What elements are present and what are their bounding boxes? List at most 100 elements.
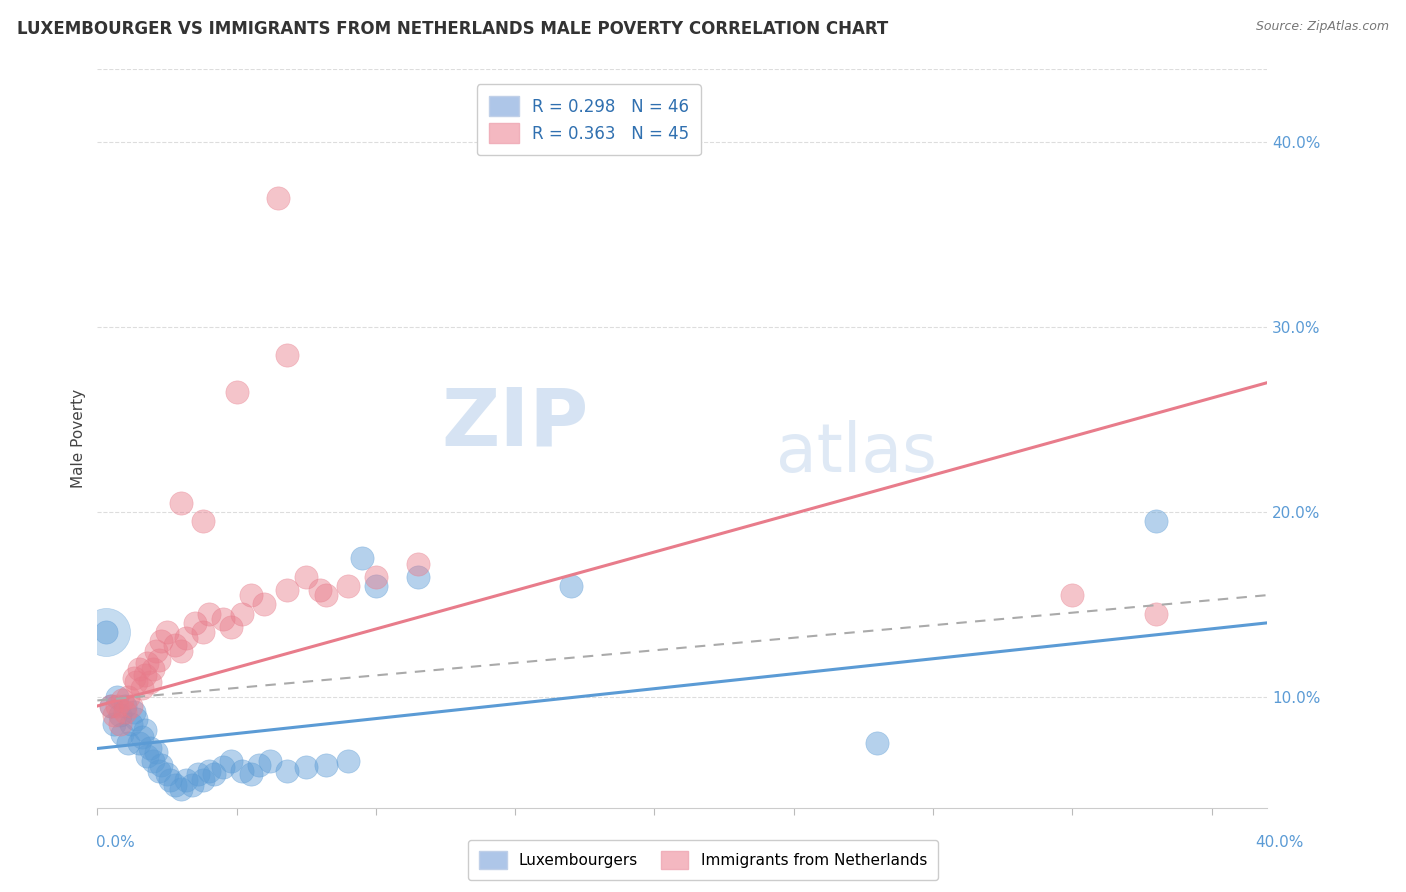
Point [148, 764, 170, 778]
Point [108, 717, 131, 731]
Point [239, 588, 262, 602]
Point [131, 731, 153, 745]
Point [276, 764, 298, 778]
Point [125, 712, 148, 726]
Point [267, 191, 290, 205]
Point [125, 675, 148, 690]
Point [117, 736, 139, 750]
Point [131, 681, 153, 695]
Point [108, 708, 131, 723]
Point [231, 764, 253, 778]
Point [225, 384, 247, 399]
Point [176, 631, 198, 645]
Point [100, 698, 122, 713]
Point [184, 615, 207, 630]
Point [94, 625, 117, 640]
Legend: R = 0.298   N = 46, R = 0.363   N = 45: R = 0.298 N = 46, R = 0.363 N = 45 [477, 84, 700, 155]
Point [187, 767, 209, 781]
Point [139, 741, 162, 756]
Point [142, 755, 165, 769]
Point [165, 638, 187, 652]
Point [145, 745, 167, 759]
Point [111, 727, 134, 741]
Point [247, 758, 270, 772]
Point [1062, 588, 1084, 602]
Point [231, 607, 253, 621]
Text: 0.0%: 0.0% [96, 836, 135, 850]
Point [156, 767, 179, 781]
Point [145, 643, 167, 657]
Point [150, 758, 173, 772]
Point [142, 662, 165, 676]
Point [176, 772, 198, 787]
Point [181, 779, 204, 793]
Point [211, 612, 233, 626]
Point [128, 662, 150, 676]
Point [193, 514, 215, 528]
Point [239, 767, 262, 781]
Point [114, 705, 136, 719]
Point [202, 767, 225, 781]
Point [105, 690, 128, 704]
Point [350, 551, 373, 566]
Text: Source: ZipAtlas.com: Source: ZipAtlas.com [1256, 20, 1389, 33]
Point [156, 625, 179, 640]
Point [364, 579, 387, 593]
Point [111, 693, 134, 707]
Point [122, 705, 145, 719]
Point [103, 708, 125, 723]
Point [94, 625, 117, 640]
Point [136, 748, 159, 763]
Y-axis label: Male Poverty: Male Poverty [72, 389, 86, 488]
Point [165, 779, 187, 793]
Point [170, 496, 193, 510]
Point [219, 619, 242, 633]
Point [560, 579, 582, 593]
Point [197, 764, 219, 778]
Point [170, 643, 193, 657]
Point [1144, 514, 1167, 528]
Text: LUXEMBOURGER VS IMMIGRANTS FROM NETHERLANDS MALE POVERTY CORRELATION CHART: LUXEMBOURGER VS IMMIGRANTS FROM NETHERLA… [17, 20, 889, 37]
Point [197, 607, 219, 621]
Point [139, 675, 162, 690]
Point [170, 782, 193, 797]
Text: 40.0%: 40.0% [1256, 836, 1303, 850]
Point [866, 736, 889, 750]
Point [259, 755, 281, 769]
Point [150, 634, 173, 648]
Point [364, 569, 387, 583]
Point [295, 569, 318, 583]
Point [219, 755, 242, 769]
Point [406, 569, 429, 583]
Point [295, 760, 318, 774]
Point [120, 717, 142, 731]
Point [134, 723, 156, 737]
Point [337, 579, 360, 593]
Point [122, 671, 145, 685]
Text: atlas: atlas [776, 420, 936, 486]
Point [309, 582, 332, 597]
Point [136, 657, 159, 671]
Point [193, 625, 215, 640]
Point [337, 755, 360, 769]
Point [1144, 607, 1167, 621]
Point [120, 698, 142, 713]
Text: ZIP: ZIP [441, 384, 589, 462]
Point [114, 698, 136, 713]
Point [159, 772, 181, 787]
Point [103, 717, 125, 731]
Point [100, 698, 122, 713]
Point [148, 653, 170, 667]
Point [128, 736, 150, 750]
Point [276, 582, 298, 597]
Point [105, 698, 128, 713]
Point [117, 690, 139, 704]
Point [134, 667, 156, 681]
Legend: Luxembourgers, Immigrants from Netherlands: Luxembourgers, Immigrants from Netherlan… [468, 840, 938, 880]
Point [193, 772, 215, 787]
Point [253, 598, 276, 612]
Point [315, 588, 337, 602]
Point [406, 557, 429, 571]
Point [276, 348, 298, 362]
Point [315, 758, 337, 772]
